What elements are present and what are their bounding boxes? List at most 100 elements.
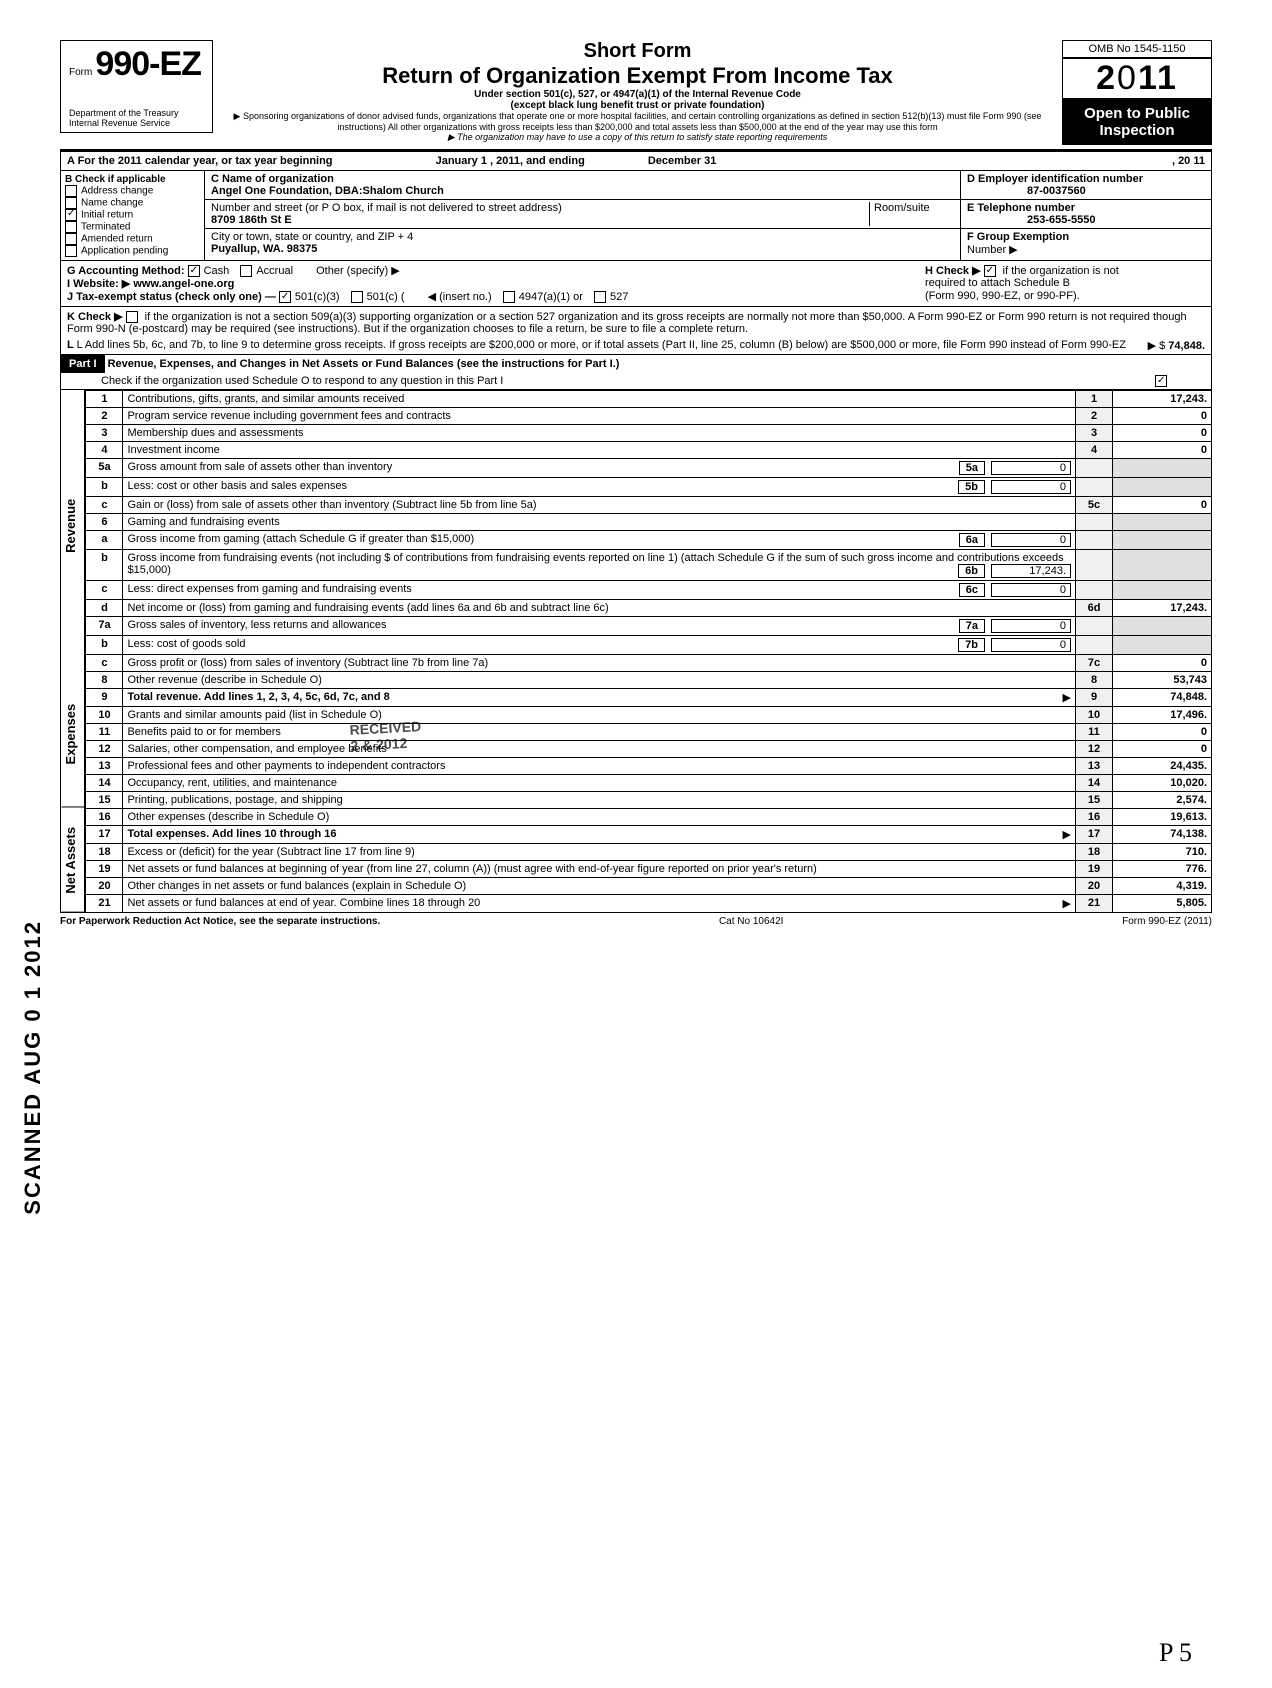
cb-accrual[interactable] bbox=[240, 265, 252, 277]
form-footer: Form 990-EZ (2011) bbox=[1122, 916, 1212, 927]
line-row: 6Gaming and fundraising events bbox=[86, 514, 1212, 531]
line-amount: 776. bbox=[1113, 861, 1212, 878]
section-b: B Check if applicable Address change Nam… bbox=[61, 171, 205, 260]
line-number: 2 bbox=[86, 408, 123, 425]
line-desc: Contributions, gifts, grants, and simila… bbox=[123, 391, 1076, 408]
line-a-text: A For the 2011 calendar year, or tax yea… bbox=[67, 155, 333, 167]
expenses-sidebar: Expenses bbox=[61, 661, 84, 807]
line-number: 20 bbox=[86, 878, 123, 895]
line-rightnum: 21 bbox=[1076, 895, 1113, 913]
h-text2: if the organization is not bbox=[1003, 265, 1119, 277]
cb-4947[interactable] bbox=[503, 291, 515, 303]
dept-irs: Internal Revenue Service bbox=[69, 118, 204, 128]
cb-schedule-o[interactable] bbox=[1155, 375, 1167, 387]
line-row: 17Total expenses. Add lines 10 through 1… bbox=[86, 826, 1212, 844]
line-row: 7aGross sales of inventory, less returns… bbox=[86, 617, 1212, 636]
line-number: 7a bbox=[86, 617, 123, 636]
website-url: www.angel-one.org bbox=[133, 278, 234, 290]
line-row: aGross income from gaming (attach Schedu… bbox=[86, 531, 1212, 550]
line-desc: Gross income from gaming (attach Schedul… bbox=[123, 531, 1076, 550]
line-number: a bbox=[86, 531, 123, 550]
paperwork-notice: For Paperwork Reduction Act Notice, see … bbox=[60, 916, 380, 927]
cb-amended[interactable] bbox=[65, 233, 77, 245]
line-amount: 0 bbox=[1113, 655, 1212, 672]
cb-address-change[interactable] bbox=[65, 185, 77, 197]
i-website: I Website: ▶ bbox=[67, 278, 130, 290]
terminated: Terminated bbox=[81, 222, 130, 233]
tel-label: E Telephone number bbox=[967, 202, 1075, 214]
section-d: D Employer identification number 87-0037… bbox=[960, 171, 1211, 260]
section-ghij: G Accounting Method: Cash Accrual Other … bbox=[60, 261, 1212, 307]
line-rightnum bbox=[1076, 617, 1113, 636]
line-rightnum: 10 bbox=[1076, 707, 1113, 724]
line-rightnum: 13 bbox=[1076, 758, 1113, 775]
cb-terminated[interactable] bbox=[65, 221, 77, 233]
g-acct: G Accounting Method: bbox=[67, 265, 185, 277]
part1-header: Part I Revenue, Expenses, and Changes in… bbox=[60, 355, 1212, 390]
line-number: 18 bbox=[86, 844, 123, 861]
section-c: C Name of organization Angel One Foundat… bbox=[205, 171, 960, 260]
line-row: bLess: cost or other basis and sales exp… bbox=[86, 478, 1212, 497]
line-desc: Gross income from fundraising events (no… bbox=[123, 550, 1076, 581]
part1-title: Revenue, Expenses, and Changes in Net As… bbox=[108, 358, 620, 370]
cb-k[interactable] bbox=[126, 311, 138, 323]
501c: 501(c) ( bbox=[367, 291, 405, 303]
insert-no: ◀ (insert no.) bbox=[428, 291, 492, 303]
line-row: cGross profit or (loss) from sales of in… bbox=[86, 655, 1212, 672]
line-row: 9Total revenue. Add lines 1, 2, 3, 4, 5c… bbox=[86, 689, 1212, 707]
line-row: 18Excess or (deficit) for the year (Subt… bbox=[86, 844, 1212, 861]
line-desc: Total revenue. Add lines 1, 2, 3, 4, 5c,… bbox=[123, 689, 1076, 707]
line-row: 21Net assets or fund balances at end of … bbox=[86, 895, 1212, 913]
form-prefix: Form bbox=[69, 67, 92, 78]
line-desc: Less: cost of goods sold 7b0 bbox=[123, 636, 1076, 655]
line-number: b bbox=[86, 550, 123, 581]
open-inspection: Open to Public Inspection bbox=[1062, 99, 1212, 145]
line-desc: Occupancy, rent, utilities, and maintena… bbox=[123, 775, 1076, 792]
cb-initial-return[interactable] bbox=[65, 209, 77, 221]
line-desc: Excess or (deficit) for the year (Subtra… bbox=[123, 844, 1076, 861]
line-number: 15 bbox=[86, 792, 123, 809]
line-desc: Gain or (loss) from sale of assets other… bbox=[123, 497, 1076, 514]
line-number: 5a bbox=[86, 459, 123, 478]
app-pending: Application pending bbox=[81, 246, 168, 257]
cb-app-pending[interactable] bbox=[65, 245, 77, 257]
line-number: 9 bbox=[86, 689, 123, 707]
line-desc: Professional fees and other payments to … bbox=[123, 758, 1076, 775]
cb-501c[interactable] bbox=[351, 291, 363, 303]
dec-31: December 31 bbox=[648, 155, 717, 167]
omb-number: OMB No 1545-1150 bbox=[1062, 40, 1212, 58]
name-change: Name change bbox=[81, 198, 143, 209]
line-desc: Other expenses (describe in Schedule O) bbox=[123, 809, 1076, 826]
line-number: c bbox=[86, 581, 123, 600]
line-desc: Program service revenue including govern… bbox=[123, 408, 1076, 425]
cb-527[interactable] bbox=[594, 291, 606, 303]
cb-h[interactable] bbox=[984, 265, 996, 277]
line-rightnum bbox=[1076, 514, 1113, 531]
cash-label: Cash bbox=[204, 265, 230, 277]
omb-column: OMB No 1545-1150 2011 Open to Public Ins… bbox=[1062, 40, 1212, 145]
dept-treasury: Department of the Treasury bbox=[69, 108, 204, 118]
cb-501c3[interactable] bbox=[279, 291, 291, 303]
line-number: 3 bbox=[86, 425, 123, 442]
line-amount bbox=[1113, 478, 1212, 497]
line-row: 5aGross amount from sale of assets other… bbox=[86, 459, 1212, 478]
j-label: J Tax-exempt status (check only one) — bbox=[67, 291, 276, 303]
line-number: 14 bbox=[86, 775, 123, 792]
tax-year: 2011 bbox=[1062, 58, 1212, 99]
section-kl: K Check ▶ if the organization is not a s… bbox=[60, 307, 1212, 355]
line-number: c bbox=[86, 497, 123, 514]
line-amount: 2,574. bbox=[1113, 792, 1212, 809]
subtitle-1: Under section 501(c), 527, or 4947(a)(1)… bbox=[221, 89, 1054, 100]
addr-label: Number and street (or P O box, if mail i… bbox=[211, 202, 562, 214]
line-amount: 17,496. bbox=[1113, 707, 1212, 724]
jan-1: January 1 bbox=[436, 155, 487, 167]
line-rightnum bbox=[1076, 459, 1113, 478]
h-check: H Check ▶ bbox=[925, 265, 981, 277]
4947: 4947(a)(1) or bbox=[519, 291, 583, 303]
scanned-stamp: SCANNED AUG 0 1 2012 bbox=[20, 920, 46, 1215]
line-rightnum: 7c bbox=[1076, 655, 1113, 672]
cb-cash[interactable] bbox=[188, 265, 200, 277]
line-row: 2Program service revenue including gover… bbox=[86, 408, 1212, 425]
line-desc: Net assets or fund balances at end of ye… bbox=[123, 895, 1076, 913]
line-amount: 4,319. bbox=[1113, 878, 1212, 895]
